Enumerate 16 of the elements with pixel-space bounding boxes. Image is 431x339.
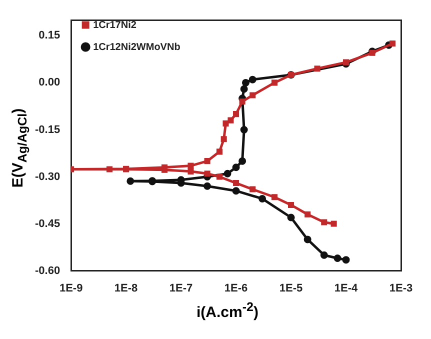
y-tick-label: 0.15 [38, 30, 60, 42]
x-tick-label: 1E-4 [334, 282, 359, 294]
y-tick-label: -0.15 [34, 124, 60, 136]
x-tick-label: 1E-6 [224, 282, 248, 294]
x-tick-label: 1E-8 [114, 282, 138, 294]
y-tick-label: -0.60 [34, 264, 60, 277]
x-tick-label: 1E-5 [279, 282, 303, 294]
x-axis-title: i(A.cm$^{-2}$) [196, 300, 260, 321]
x-tick-label: 1E-3 [389, 282, 413, 294]
y-tick-label: -0.45 [34, 218, 60, 230]
x-tick-label: 1E-7 [169, 282, 193, 294]
legend-label: 1Cr17Ni2 [93, 20, 137, 31]
x-tick-label: 1E-9 [59, 282, 83, 294]
legend-label: 1Cr12Ni2WMoVNb [93, 42, 180, 53]
y-tick-label: -0.30 [34, 170, 60, 183]
y-tick-label: 0.00 [38, 76, 60, 89]
